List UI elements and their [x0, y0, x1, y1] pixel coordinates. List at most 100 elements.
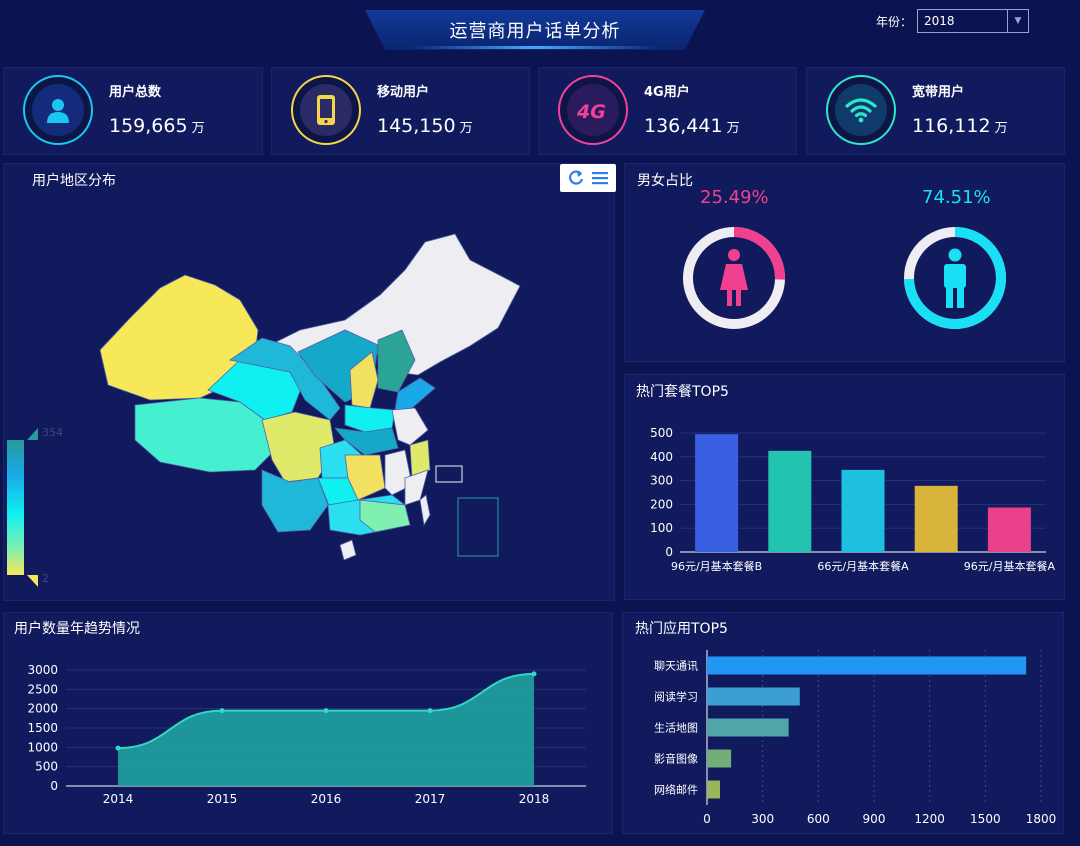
stat-value: 136,441 万 [644, 115, 740, 137]
map-region [391, 407, 429, 446]
y-tick-label: 聊天通讯 [654, 659, 698, 673]
gender-title: 男女占比 [637, 170, 699, 190]
y-tick-label: 3000 [27, 663, 58, 677]
bar [707, 687, 800, 706]
stat-card-4g-users: 4G 4G用户 136,441 万 [538, 67, 797, 155]
y-tick-label: 生活地图 [654, 721, 698, 735]
y-tick-label: 0 [50, 779, 58, 793]
x-tick-label: 2015 [207, 792, 238, 806]
male-percent: 74.51% [922, 187, 991, 208]
mobile-phone-icon [293, 77, 359, 143]
y-tick-label: 100 [650, 521, 673, 535]
hk-macau-inset [435, 465, 463, 483]
map-region [339, 539, 357, 561]
south-china-sea-inset [457, 497, 499, 557]
map-legend-min-handle [27, 575, 38, 587]
stat-label: 4G用户 [644, 85, 690, 100]
male-icon [944, 248, 966, 308]
data-point [531, 671, 537, 677]
data-point [323, 708, 329, 714]
y-tick-label: 1500 [27, 721, 58, 735]
gender-panel: 25.49% 74.51% [624, 163, 1065, 362]
data-point [427, 708, 433, 714]
title-glow-decoration [410, 46, 660, 49]
x-tick-label: 2014 [103, 792, 134, 806]
stat-card-total-users: 用户总数 159,665 万 [3, 67, 263, 155]
y-tick-label: 影音图像 [654, 752, 698, 766]
4g-icon: 4G [560, 77, 626, 143]
map-region [419, 494, 431, 527]
year-label: 年份： [876, 15, 913, 29]
x-tick-label: 1200 [914, 812, 945, 826]
x-tick-label: 2016 [311, 792, 342, 806]
y-tick-label: 网络邮件 [654, 783, 698, 797]
y-tick-label: 200 [650, 497, 673, 511]
stat-card-broadband-users: 宽带用户 116,112 万 [806, 67, 1065, 155]
map-region [134, 397, 276, 473]
map-region [349, 351, 379, 409]
y-tick-label: 2500 [27, 682, 58, 696]
year-select[interactable]: 2018 ▼ [917, 9, 1029, 33]
bar [914, 485, 958, 552]
hot-apps-panel [622, 612, 1064, 834]
bar [987, 507, 1031, 552]
y-tick-label: 300 [650, 474, 673, 488]
data-point [219, 708, 225, 714]
y-tick-label: 阅读学习 [654, 690, 698, 704]
stat-value: 145,150 万 [377, 115, 473, 137]
y-tick-label: 1000 [27, 740, 58, 754]
x-tick-label: 1800 [1026, 812, 1057, 826]
page-title: 运营商用户话单分析 [365, 10, 705, 50]
x-tick-label: 2018 [519, 792, 550, 806]
map-region [394, 377, 436, 411]
male-ring [904, 227, 1006, 329]
user-icon [25, 77, 91, 143]
x-tick-label: 2017 [415, 792, 446, 806]
y-tick-label: 400 [650, 450, 673, 464]
x-tick-label: 96元/月基本套餐A [964, 559, 1056, 573]
hot-package-title: 热门套餐TOP5 [636, 384, 729, 400]
bar [707, 718, 789, 737]
bar [707, 780, 720, 799]
menu-icon[interactable] [591, 171, 609, 185]
female-ring [683, 227, 785, 329]
stat-label: 宽带用户 [912, 85, 965, 100]
hot-apps-title: 热门应用TOP5 [635, 621, 728, 637]
map-legend-max: 354 [42, 426, 63, 439]
x-tick-label: 96元/月基本套餐B [671, 559, 762, 573]
stat-card-mobile-users: 移动用户 145,150 万 [271, 67, 530, 155]
stat-label: 移动用户 [377, 85, 430, 100]
bar [841, 469, 885, 552]
y-tick-label: 0 [665, 545, 673, 559]
female-percent: 25.49% [700, 187, 769, 208]
data-point [115, 745, 121, 751]
y-tick-label: 500 [650, 426, 673, 440]
x-tick-label: 600 [807, 812, 830, 826]
map-region [344, 454, 386, 501]
map-legend-max-handle [27, 428, 38, 440]
map-region [261, 469, 329, 533]
chevron-down-icon[interactable]: ▼ [1007, 10, 1028, 32]
map-region [377, 329, 416, 393]
map-title: 用户地区分布 [32, 173, 116, 189]
stat-value: 116,112 万 [912, 115, 1008, 137]
map-legend-min: 2 [42, 572, 49, 585]
x-tick-label: 0 [703, 812, 711, 826]
map-region [99, 274, 259, 401]
map-region [334, 427, 399, 456]
bar [695, 434, 739, 552]
area-fill [118, 673, 534, 786]
map-region [359, 499, 411, 533]
bar [707, 656, 1027, 675]
refresh-icon[interactable] [567, 169, 585, 187]
trend-title: 用户数量年趋势情况 [14, 621, 140, 637]
map-region [228, 337, 341, 421]
x-tick-label: 1500 [970, 812, 1001, 826]
bar [707, 749, 732, 768]
stat-value: 159,665 万 [109, 115, 205, 137]
wifi-icon [828, 77, 894, 143]
